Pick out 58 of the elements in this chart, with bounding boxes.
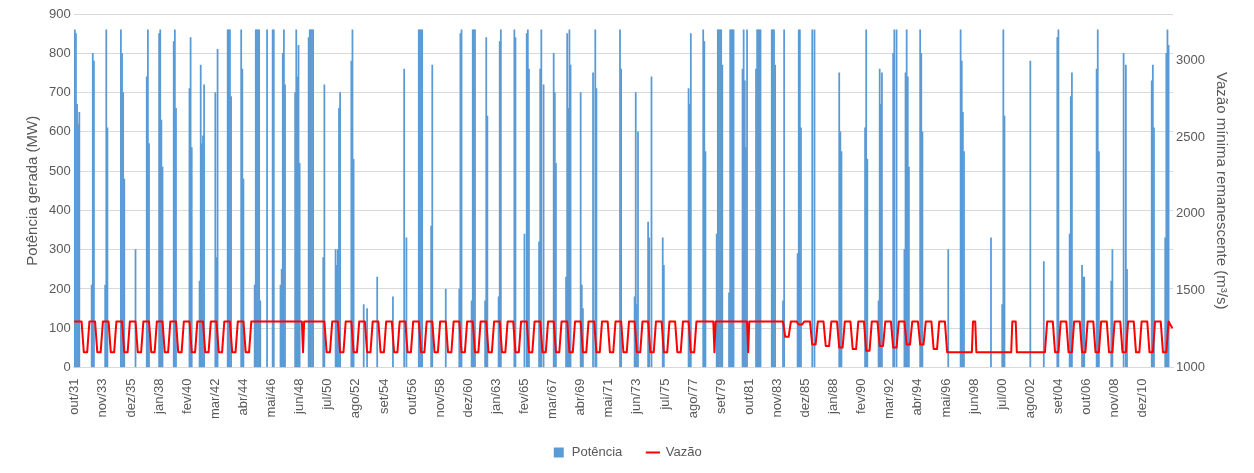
x-tick-label: ago/77 — [684, 378, 700, 419]
x-tick-label: nov/33 — [94, 378, 110, 418]
y2-axis-title: Vazão mínima remanescente (m³/s) — [1213, 72, 1231, 310]
x-tick-label: mar/92 — [881, 378, 897, 420]
x-tick-label: out/81 — [740, 378, 756, 415]
x-tick-label: dez/60 — [459, 378, 475, 418]
x-tick-label: out/56 — [403, 378, 419, 415]
x-tick-label: out/06 — [1078, 378, 1094, 415]
y-tick-label: 600 — [48, 123, 71, 139]
x-tick-label: mar/42 — [206, 378, 222, 420]
x-tick-label: jun/48 — [291, 378, 307, 415]
y-tick-label: 800 — [48, 44, 71, 60]
y-tick-label: 400 — [48, 201, 71, 217]
x-tick-label: nov/83 — [768, 378, 784, 418]
x-tick-label: nov/08 — [1106, 378, 1122, 418]
y-tick-label: 0 — [63, 359, 71, 375]
x-tick-label: nov/58 — [431, 378, 447, 418]
y-tick-label: 700 — [48, 84, 71, 100]
x-tick-label: set/79 — [712, 378, 728, 414]
y-tick-label: 900 — [48, 5, 71, 21]
x-tick-label: dez/35 — [122, 378, 138, 418]
x-tick-label: ago/52 — [347, 378, 363, 419]
y-tick-label: 200 — [48, 280, 71, 296]
x-tick-label: fev/40 — [178, 378, 194, 414]
x-tick-label: mai/96 — [937, 378, 953, 418]
x-tick-label: jan/38 — [150, 378, 166, 415]
x-tick-label: mar/67 — [544, 378, 560, 420]
legend-label: Vazão — [665, 444, 702, 460]
x-tick-label: jul/75 — [656, 378, 672, 411]
x-tick-label: jan/88 — [825, 378, 841, 415]
x-tick-label: set/04 — [1050, 378, 1065, 414]
x-tick-label: dez/10 — [1134, 378, 1150, 418]
x-tick-label: dez/85 — [797, 378, 813, 418]
y-tick-label: 500 — [48, 162, 71, 178]
y2-tick-label: 2000 — [1176, 205, 1205, 221]
y2-tick-label: 1000 — [1176, 359, 1205, 375]
x-tick-label: out/31 — [66, 378, 82, 415]
x-tick-label: mai/71 — [600, 378, 616, 418]
x-tick-label: abr/44 — [235, 378, 251, 416]
x-tick-label: abr/94 — [909, 378, 925, 416]
y-tick-label: 100 — [48, 319, 71, 335]
x-tick-label: jul/50 — [319, 378, 335, 411]
x-tick-label: fev/90 — [853, 378, 869, 414]
legend-label: Potência — [571, 444, 624, 460]
y2-tick-label: 1500 — [1176, 282, 1205, 298]
x-tick-label: jul/00 — [993, 378, 1009, 411]
x-tick-label: fev/65 — [516, 378, 532, 414]
x-tick-label: jun/73 — [628, 378, 644, 415]
y2-tick-label: 2500 — [1176, 128, 1205, 144]
x-tick-label: mai/46 — [263, 378, 279, 418]
x-tick-label: jun/98 — [965, 378, 981, 415]
x-tick-label: set/54 — [375, 378, 391, 414]
y-tick-label: 300 — [48, 241, 71, 257]
x-tick-label: jan/63 — [487, 378, 503, 415]
y-axis-title: Potência gerada (MW) — [23, 115, 41, 266]
x-tick-label: abr/69 — [572, 378, 588, 416]
y2-tick-label: 3000 — [1176, 51, 1205, 67]
x-tick-label: ago/02 — [1021, 378, 1037, 419]
